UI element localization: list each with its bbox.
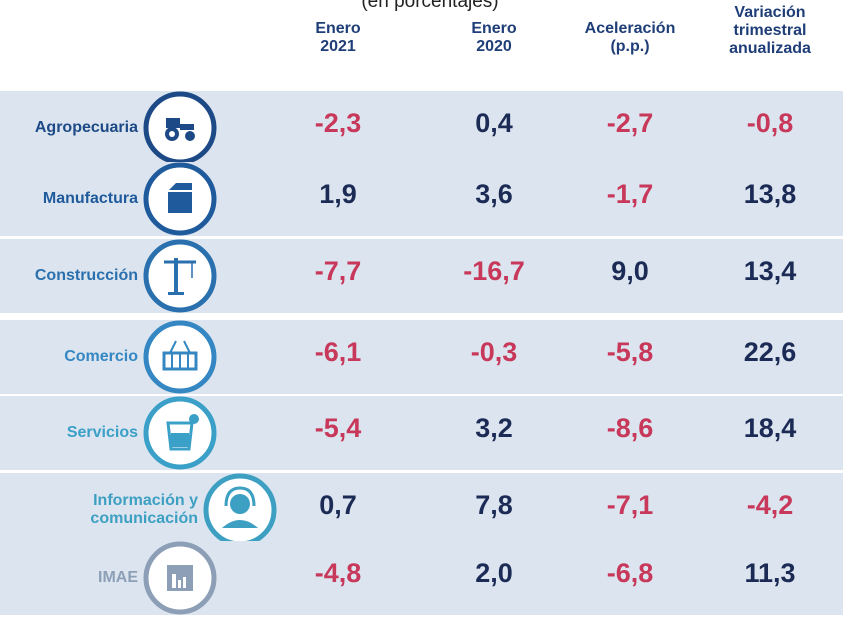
cell-value: 13,4 [743,256,797,286]
row-icon [142,395,218,476]
column-header: Aceleración (p.p.) [584,20,676,55]
row-label: Servicios [66,424,138,441]
cell-value: -8,6 [606,413,654,443]
cell-value: -0,3 [470,337,518,367]
cell-value: -2,3 [314,108,362,138]
cell-value: 0,4 [475,108,513,138]
row-band [0,239,843,313]
cell-value: 13,8 [743,179,797,209]
cell-value: 9,0 [611,256,649,286]
row-label: Manufactura [42,190,138,207]
row-icon [142,238,218,319]
column-header: Variación trimestral anualizada [729,4,811,57]
cell-value: 18,4 [743,413,797,443]
cell-value: -16,7 [463,256,525,286]
row-icon [202,472,278,553]
row-icon [142,540,218,617]
cell-value: -7,1 [606,490,654,520]
cell-value: 3,2 [475,413,513,443]
row-band [0,396,843,470]
cell-value: -6,8 [606,558,654,588]
cell-value: 11,3 [744,558,796,588]
cell-value: -7,7 [314,256,362,286]
row-label: Construcción [34,267,138,284]
row-band [0,541,843,615]
row-label: Información y comunicación [90,492,198,527]
cell-value: -0,8 [746,108,794,138]
cell-value: -4,8 [314,558,362,588]
subtitle: (en porcentajes) [361,0,499,12]
row-label: IMAE [98,569,138,586]
row-band [0,320,843,394]
column-header: Enero 2021 [315,20,361,55]
column-header: Enero 2020 [471,20,517,55]
cell-value: 1,9 [319,179,357,209]
row-icon [142,319,218,400]
cell-value: -2,7 [606,108,654,138]
cell-value: 3,6 [475,179,513,209]
cell-value: -1,7 [606,179,654,209]
cell-value: 2,0 [475,558,513,588]
cell-value: -5,4 [314,413,362,443]
cell-value: -5,8 [606,337,654,367]
row-band [0,162,843,236]
cell-value: 22,6 [743,337,797,367]
cell-value: 0,7 [319,490,357,520]
row-band [0,473,843,547]
row-label: Agropecuaria [34,119,138,136]
row-icon [142,161,218,242]
cell-value: -6,1 [314,337,362,367]
cell-value: -4,2 [746,490,794,520]
cell-value: 7,8 [475,490,513,520]
row-band [0,91,843,165]
row-label: Comercio [64,348,138,365]
row-icon [142,90,218,171]
